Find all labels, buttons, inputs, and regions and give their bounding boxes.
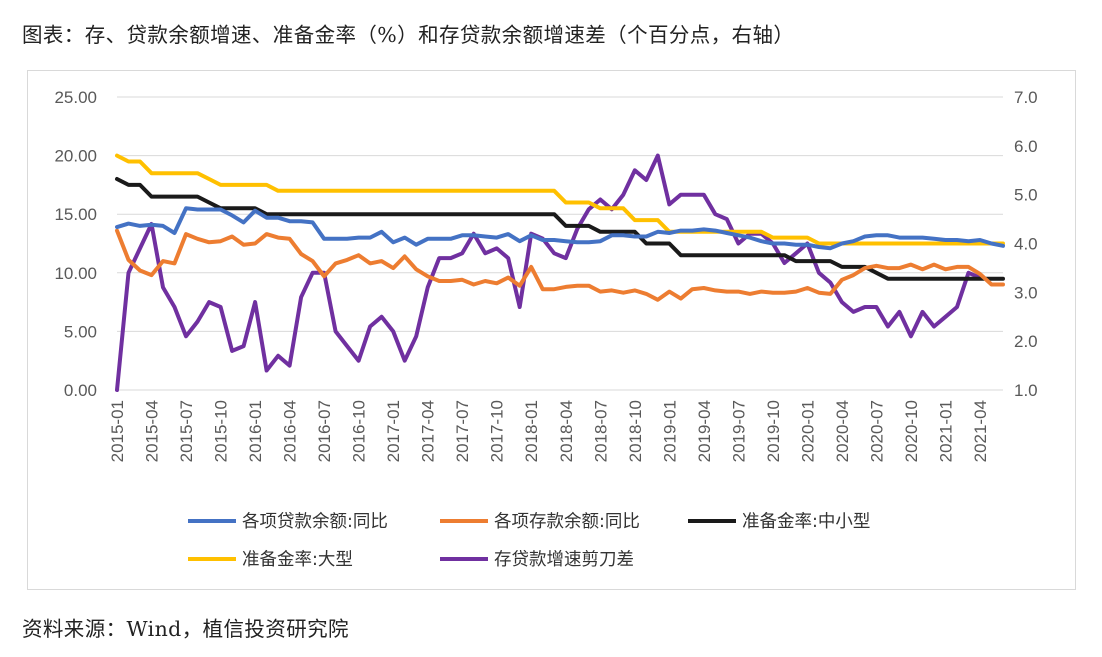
left-tick-label: 0.00 [64,381,97,400]
legend-label: 存贷款增速剪刀差 [494,550,634,570]
x-tick-label: 2016-01 [246,400,265,462]
legend-label: 各项贷款余额:同比 [242,512,388,532]
x-tick-label: 2019-04 [695,400,714,462]
left-tick-label: 5.00 [64,322,97,341]
chart-title: 图表：存、贷款余额增速、准备金率（%）和存贷款余额增速差（个百分点，右轴） [22,23,795,47]
legend-label: 准备金率:中小型 [742,512,870,532]
source-note: 资料来源：Wind，植信投资研究院 [22,617,349,641]
left-tick-label: 10.00 [54,264,97,283]
x-tick-label: 2018-04 [557,400,576,462]
x-tick-label: 2019-07 [729,400,748,462]
x-tick-label: 2015-10 [212,400,231,462]
right-tick-label: 6.0 [1014,137,1038,156]
x-tick-label: 2020-04 [833,400,852,462]
x-tick-label: 2018-10 [626,400,645,462]
x-tick-label: 2017-07 [453,400,472,462]
right-tick-label: 7.0 [1014,88,1038,107]
x-tick-label: 2015-04 [143,400,162,462]
x-tick-label: 2020-10 [902,400,921,462]
x-tick-label: 2021-01 [936,400,955,462]
x-tick-label: 2015-07 [177,400,196,462]
series-line [115,177,1005,281]
x-tick-label: 2020-01 [798,400,817,462]
right-tick-label: 5.0 [1014,186,1038,205]
right-tick-label: 3.0 [1014,283,1038,302]
series-line [115,153,982,392]
right-tick-label: 1.0 [1014,381,1038,400]
x-tick-label: 2020-07 [867,400,886,462]
x-tick-label: 2017-01 [384,400,403,462]
left-tick-label: 20.00 [54,147,97,166]
x-tick-label: 2019-01 [660,400,679,462]
right-tick-label: 2.0 [1014,332,1038,351]
legend-label: 各项存款余额:同比 [494,512,640,532]
x-tick-label: 2017-10 [488,400,507,462]
x-tick-label: 2016-07 [315,400,334,462]
x-tick-label: 2019-10 [764,400,783,462]
left-tick-label: 15.00 [54,205,97,224]
x-tick-label: 2018-07 [591,400,610,462]
chart-frame [27,70,1076,590]
series-line [115,228,1005,302]
right-tick-label: 4.0 [1014,235,1038,254]
x-tick-label: 2018-01 [522,400,541,462]
x-tick-label: 2021-04 [971,400,990,462]
left-tick-label: 25.00 [54,88,97,107]
x-tick-label: 2015-01 [108,400,127,462]
x-tick-label: 2016-04 [281,400,300,462]
x-tick-label: 2016-10 [350,400,369,462]
series-line [115,206,1005,251]
x-tick-label: 2017-04 [419,400,438,462]
series-line [115,153,1005,246]
legend-label: 准备金率:大型 [242,550,353,570]
